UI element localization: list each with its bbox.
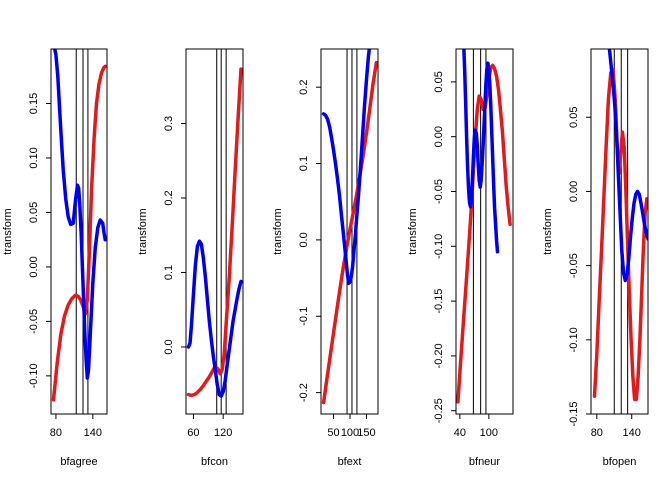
y-tick-label: -0.25 — [433, 398, 445, 423]
red-curve-bfcon — [186, 67, 243, 398]
y-tick-label: -0.10 — [433, 234, 445, 259]
y-axis-label: transform — [542, 208, 554, 254]
y-tick-label: -0.05 — [28, 309, 40, 334]
y-tick-label: -0.2 — [298, 383, 310, 402]
x-axis-label: bfcon — [201, 456, 228, 468]
y-tick-label: 0.3 — [163, 116, 175, 131]
x-tick-label: 140 — [84, 427, 102, 439]
y-tick-label: 0.05 — [433, 71, 445, 92]
y-tick-label: 0.00 — [28, 256, 40, 277]
blue-curve-bfcon — [186, 239, 243, 398]
x-tick-label: 60 — [187, 427, 199, 439]
x-tick-label: 150 — [357, 427, 375, 439]
blue-curve-bfext — [321, 49, 372, 286]
x-axis-label: bfopen — [603, 456, 637, 468]
y-tick-label: -0.1 — [298, 307, 310, 326]
blue-curve-bfagree — [52, 49, 107, 380]
panel-bfagree: 80 140 -0.10 -0.05 0.00 0.05 0.10 0.15 bfagree tr… — [2, 48, 108, 468]
plot-frame — [50, 48, 108, 415]
red-curve-bfext — [321, 60, 378, 405]
y-tick-label: 0.00 — [433, 126, 445, 147]
blue-curve-bfneur — [462, 49, 500, 254]
plot-area — [51, 49, 107, 402]
y-tick-label: 0.00 — [568, 181, 580, 202]
plot-frame — [455, 48, 514, 415]
x-tick-label: 50 — [327, 427, 339, 439]
panel-bfopen: 80 140 -0.15 -0.10 -0.05 0.00 0.05 bfopen transf… — [542, 48, 649, 468]
y-tick-label: -0.05 — [433, 179, 445, 204]
plot-area — [456, 49, 512, 404]
plot-area — [592, 49, 648, 401]
x-tick-label: 120 — [214, 427, 232, 439]
x-tick-label: 140 — [623, 427, 641, 439]
y-tick-label: 0.05 — [568, 107, 580, 128]
plot-frame — [185, 48, 244, 415]
y-tick-label: 0.05 — [28, 202, 40, 223]
y-tick-label: 0.0 — [163, 339, 175, 354]
y-tick-label: -0.15 — [568, 401, 580, 426]
x-axis-label: bfext — [338, 456, 362, 468]
plot-area — [186, 67, 243, 398]
y-tick-label: 0.2 — [163, 190, 175, 205]
y-tick-label: 0.10 — [28, 147, 40, 168]
x-tick-label: 40 — [454, 427, 466, 439]
y-tick-label: -0.10 — [568, 327, 580, 352]
y-tick-label: 0.0 — [298, 232, 310, 247]
y-tick-label: -0.10 — [28, 363, 40, 388]
x-axis-label: bfneur — [469, 456, 501, 468]
x-tick-label: 80 — [50, 427, 62, 439]
panel-bfneur: 40 100 -0.25 -0.20 -0.15 -0.10 -0.05 0.00 0.05 bf… — [407, 48, 514, 468]
x-tick-label: 80 — [591, 427, 603, 439]
y-tick-label: -0.20 — [433, 343, 445, 368]
y-axis-label: transform — [407, 208, 419, 254]
plot-area — [321, 49, 378, 405]
plot-frame — [590, 48, 649, 415]
y-tick-label: 0.15 — [28, 93, 40, 114]
y-tick-label: -0.05 — [568, 253, 580, 278]
x-axis-label: bfagree — [60, 456, 97, 468]
panel-bfcon: 60 120 0.0 0.1 0.2 0.3 bfcon transform — [137, 48, 244, 468]
x-tick-label: 100 — [480, 427, 498, 439]
y-axis-label: transform — [272, 208, 284, 254]
y-axis-label: transform — [2, 208, 14, 254]
y-axis-label: transform — [137, 208, 149, 254]
y-tick-label: 0.2 — [298, 80, 310, 95]
blue-curve-bfopen — [607, 49, 648, 283]
red-curve-bfopen — [592, 68, 648, 401]
x-tick-label: 100 — [341, 427, 359, 439]
y-tick-label: -0.15 — [433, 289, 445, 314]
y-tick-label: 0.1 — [163, 265, 175, 280]
y-tick-label: 0.1 — [298, 156, 310, 171]
